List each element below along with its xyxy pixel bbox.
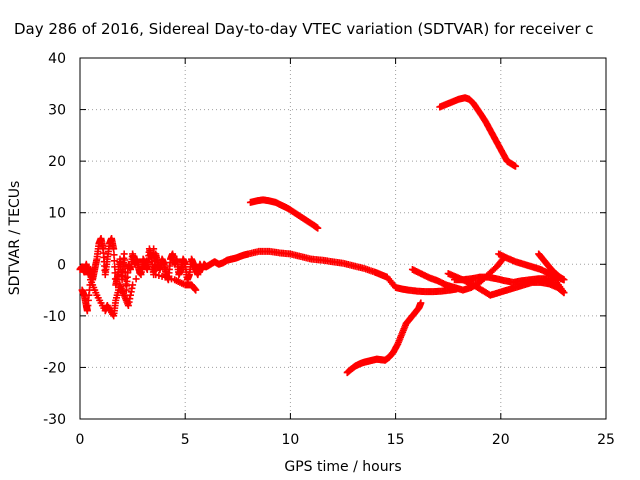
series-late-d [451,273,568,297]
data-point [560,276,568,284]
series-late-e [535,250,568,284]
x-tick-label: 10 [281,432,299,448]
tick-marks [79,57,607,420]
data-point [560,289,568,297]
x-tick-labels: 0 5 10 15 20 25 [76,432,615,448]
data-point [314,224,322,232]
data-point [110,251,118,259]
x-tick-label: 25 [597,432,615,448]
data-point [132,275,140,283]
x-tick-label: 0 [76,432,85,448]
gridlines [80,58,606,419]
data-point [110,257,118,265]
data-point [129,281,137,289]
data-point [164,274,172,282]
series-early-scatter [78,245,200,320]
data-point [512,162,520,170]
x-axis-label: GPS time / hours [284,459,401,475]
y-tick-label: 30 [48,103,66,119]
plot-frame [79,57,607,420]
series-high-arc [436,94,520,170]
y-tick-label: -20 [43,360,66,376]
data-point [158,272,166,280]
data-points [76,94,568,377]
y-tick-label: 0 [57,257,66,273]
data-point [417,299,425,307]
series-low-arc [343,299,425,377]
y-tick-label: 40 [48,51,66,67]
chart-title: Day 286 of 2016, Sidereal Day-to-day VTE… [14,20,594,38]
data-point [120,250,128,258]
data-point [168,275,176,283]
data-point [110,245,118,253]
series-mid-high-arc [246,196,322,232]
y-tick-labels: -30 -20 -10 0 10 20 30 40 [43,51,66,428]
y-tick-label: 20 [48,154,66,170]
series-early-noisy [76,235,252,294]
x-tick-label: 15 [387,432,405,448]
data-point [152,271,160,279]
series-late-a [408,255,507,294]
y-tick-label: 10 [48,206,66,222]
x-tick-label: 20 [492,432,510,448]
series-main-track [244,247,461,296]
data-point [136,269,144,277]
data-point [139,263,147,271]
data-point [192,286,200,294]
y-axis-label: SDTVAR / TECUs [7,181,23,296]
y-tick-label: -10 [43,309,66,325]
data-point [146,251,154,259]
data-point [161,273,169,281]
data-point [155,271,163,279]
data-point [143,257,151,265]
y-tick-label: -30 [43,412,66,428]
data-point [121,256,129,264]
x-tick-label: 5 [181,432,190,448]
